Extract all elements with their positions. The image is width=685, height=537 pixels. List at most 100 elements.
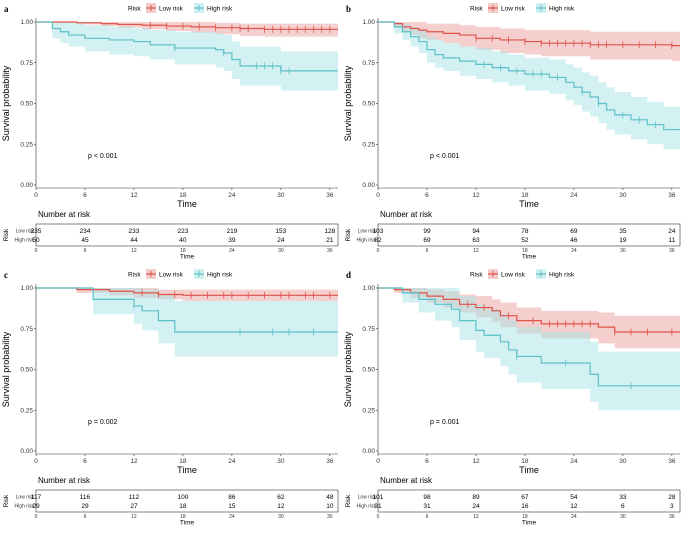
y-tick-label: 1.00 — [362, 19, 375, 26]
risk-x-tick-label: 18 — [522, 514, 528, 520]
risk-table-title: Number at risk — [380, 476, 433, 485]
risk-table-row-title: Risk — [345, 228, 352, 241]
risk-count: 82 — [374, 237, 382, 244]
legend-label: High risk — [549, 6, 575, 13]
legend-title: Risk — [128, 272, 141, 279]
risk-x-tick-label: 36 — [327, 248, 333, 254]
risk-count: 29 — [32, 503, 40, 510]
y-tick-label: 0.00 — [362, 448, 375, 455]
risk-x-tick-label: 6 — [426, 248, 429, 254]
x-tick-label: 12 — [130, 458, 138, 465]
risk-count: 94 — [472, 228, 480, 235]
risk-count: 12 — [570, 503, 578, 510]
y-tick-label: 0.50 — [362, 101, 375, 108]
risk-count: 28 — [668, 494, 676, 501]
risk-x-tick-label: 12 — [473, 248, 479, 254]
legend-title: Risk — [128, 6, 141, 13]
x-tick-label: 12 — [472, 192, 480, 199]
risk-row-label: Low risk — [358, 495, 377, 501]
panel-letter: a — [4, 4, 9, 14]
x-tick-label: 0 — [34, 458, 38, 465]
x-tick-label: 18 — [521, 192, 529, 199]
risk-count: 31 — [374, 503, 382, 510]
p-value: p = 0.001 — [430, 419, 459, 426]
risk-x-axis-title: Time — [522, 520, 537, 527]
risk-count: 116 — [80, 494, 91, 501]
ci-band-low-risk — [36, 22, 338, 37]
risk-x-tick-label: 18 — [180, 514, 186, 520]
risk-count: 54 — [570, 494, 578, 501]
x-tick-label: 6 — [425, 458, 429, 465]
risk-table-title: Number at risk — [380, 210, 433, 219]
risk-x-tick-label: 30 — [278, 514, 284, 520]
y-tick-label: 0.00 — [20, 448, 33, 455]
risk-count: 3 — [670, 503, 674, 510]
risk-count: 40 — [179, 237, 187, 244]
risk-x-tick-label: 36 — [669, 248, 675, 254]
risk-x-tick-label: 12 — [131, 514, 137, 520]
risk-x-axis-title: Time — [522, 254, 537, 261]
x-tick-label: 6 — [83, 458, 87, 465]
risk-count: 35 — [619, 228, 627, 235]
risk-row-label: High risk — [15, 504, 35, 510]
x-tick-label: 30 — [619, 458, 627, 465]
x-tick-label: 12 — [472, 458, 480, 465]
risk-count: 62 — [277, 494, 285, 501]
risk-row-label: High risk — [15, 238, 35, 244]
y-tick-label: 0.00 — [20, 182, 33, 189]
x-axis-title: Time — [519, 465, 539, 475]
risk-count: 44 — [130, 237, 138, 244]
legend-label: High risk — [207, 272, 233, 279]
y-tick-label: 0.25 — [20, 407, 33, 414]
x-tick-label: 24 — [228, 458, 236, 465]
risk-x-tick-label: 30 — [620, 248, 626, 254]
panel-letter: d — [346, 270, 351, 280]
y-tick-label: 1.00 — [20, 285, 33, 292]
risk-count: 99 — [423, 228, 431, 235]
risk-x-tick-label: 24 — [571, 248, 577, 254]
risk-count: 78 — [521, 228, 529, 235]
panel-d: d Risk Low risk High risk 0.00 0.25 0.50 0.75 1.… — [343, 269, 681, 527]
risk-table-row-title: Risk — [345, 494, 352, 507]
risk-count: 15 — [228, 503, 236, 510]
risk-count: 33 — [619, 494, 627, 501]
risk-x-tick-label: 6 — [426, 514, 429, 520]
x-axis-title: Time — [177, 465, 197, 475]
ci-band-high-risk — [378, 22, 680, 150]
risk-count: 19 — [619, 237, 627, 244]
y-tick-label: 1.00 — [362, 285, 375, 292]
legend-label: Low risk — [159, 272, 184, 279]
risk-table-frame — [377, 223, 681, 247]
ci-band-high-risk — [36, 288, 338, 357]
y-tick-label: 0.75 — [362, 60, 375, 67]
y-tick-label: 0.75 — [20, 60, 33, 67]
y-tick-label: 1.00 — [20, 19, 33, 26]
risk-count: 24 — [277, 237, 285, 244]
y-tick-label: 0.50 — [362, 367, 375, 374]
risk-count: 52 — [521, 237, 529, 244]
risk-count: 6 — [621, 503, 625, 510]
legend-label: High risk — [549, 272, 575, 279]
risk-x-tick-label: 6 — [84, 514, 87, 520]
x-tick-label: 24 — [228, 192, 236, 199]
risk-x-tick-label: 36 — [669, 514, 675, 520]
risk-count: 12 — [277, 503, 285, 510]
x-tick-label: 18 — [179, 192, 187, 199]
p-value: p = 0.002 — [88, 419, 117, 426]
panel-b: b Risk Low risk High risk 0.00 0.25 0.50 0.75 1.… — [343, 3, 681, 261]
x-tick-label: 36 — [326, 192, 334, 199]
survival-line-high-risk — [36, 287, 338, 333]
risk-count: 50 — [32, 237, 40, 244]
risk-count: 67 — [521, 494, 529, 501]
x-tick-label: 36 — [326, 458, 334, 465]
risk-x-tick-label: 24 — [229, 248, 235, 254]
legend-title: Risk — [470, 6, 483, 13]
risk-count: 98 — [423, 494, 431, 501]
risk-x-tick-label: 0 — [35, 514, 38, 520]
x-tick-label: 24 — [570, 192, 578, 199]
risk-count: 18 — [179, 503, 187, 510]
risk-row-label: High risk — [357, 238, 377, 244]
x-tick-label: 12 — [130, 192, 138, 199]
x-tick-label: 30 — [277, 192, 285, 199]
risk-row-label: Low risk — [16, 495, 35, 501]
